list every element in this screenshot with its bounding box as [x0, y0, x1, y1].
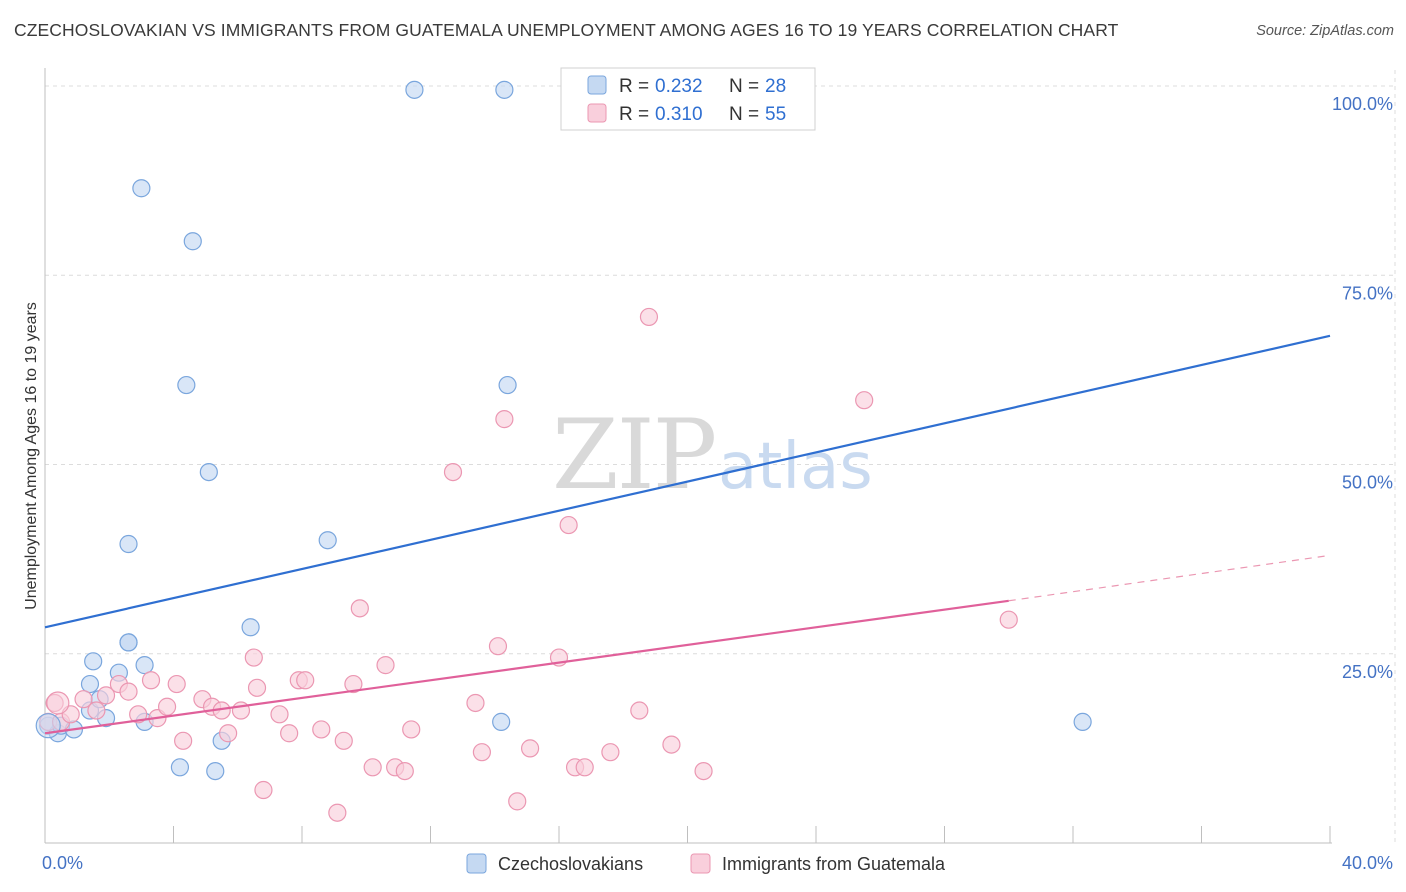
point-guatemala	[96, 686, 116, 705]
point-czechoslovakians	[199, 462, 218, 482]
y-tick-label: 25.0%	[1342, 662, 1393, 682]
point-guatemala-large	[46, 691, 70, 715]
trend-lines	[44, 334, 1331, 735]
point-guatemala	[280, 724, 299, 743]
point-czechoslovakians	[84, 652, 103, 671]
point-guatemala	[520, 739, 540, 758]
point-czechoslovakians	[135, 656, 154, 675]
watermark-zip: ZIP	[552, 399, 715, 511]
point-guatemala	[376, 656, 395, 675]
point-guatemala	[443, 462, 463, 482]
point-guatemala	[601, 743, 620, 762]
trend-line-guatemala-extension	[1008, 554, 1331, 602]
point-czechoslovakians	[405, 80, 424, 99]
point-guatemala	[855, 391, 874, 410]
chart-title: CZECHOSLOVAKIAN VS IMMIGRANTS FROM GUATE…	[14, 20, 1119, 40]
series-legend-swatch-czechoslovakians	[466, 853, 487, 874]
point-guatemala	[334, 731, 353, 750]
legend-n-value: 28	[765, 76, 786, 97]
series-legend: Czechoslovakians Immigrants from Guatema…	[466, 853, 946, 874]
legend-r-value: 0.310	[655, 104, 703, 125]
watermark: ZIP atlas	[552, 399, 873, 511]
point-guatemala	[174, 731, 193, 750]
point-guatemala	[466, 693, 485, 713]
x-tick-labels: 0.0% 40.0%	[42, 853, 1393, 873]
point-guatemala	[87, 701, 106, 720]
point-czechoslovakians	[498, 375, 517, 395]
y-tick-label: 75.0%	[1342, 283, 1393, 303]
point-guatemala	[472, 743, 491, 762]
point-czechoslovakians	[492, 712, 511, 731]
point-guatemala	[402, 720, 421, 739]
source-label: Source: ZipAtlas.com	[1256, 23, 1394, 39]
point-czechoslovakians	[177, 375, 196, 395]
point-czechoslovakians-large	[35, 713, 61, 739]
point-guatemala	[662, 735, 681, 754]
legend-n-label: N =	[729, 76, 759, 97]
point-czechoslovakians	[183, 232, 202, 251]
point-guatemala	[219, 724, 238, 743]
watermark-atlas: atlas	[718, 430, 873, 504]
point-czechoslovakians	[1073, 712, 1092, 731]
point-czechoslovakians	[495, 80, 514, 99]
legend-swatch-guatemala	[587, 103, 607, 123]
x-tick-label: 40.0%	[1342, 853, 1393, 873]
point-guatemala	[254, 780, 273, 800]
legend-r-label: R =	[619, 104, 649, 125]
point-czechoslovakians	[206, 761, 225, 781]
point-czechoslovakians	[318, 531, 337, 550]
point-guatemala	[296, 671, 315, 690]
y-tick-label: 100.0%	[1332, 94, 1393, 114]
series-legend-guatemala: Immigrants from Guatemala	[722, 854, 946, 874]
point-guatemala	[312, 720, 331, 739]
series-legend-czechoslovakians: Czechoslovakians	[498, 854, 643, 874]
point-guatemala	[630, 701, 649, 720]
point-guatemala	[129, 705, 148, 724]
point-czechoslovakians	[119, 534, 138, 554]
correlation-legend: R = 0.232 N = 28 R = 0.310 N = 55	[560, 67, 816, 131]
point-guatemala	[119, 682, 138, 701]
point-guatemala	[247, 678, 267, 697]
point-guatemala	[244, 648, 263, 667]
point-guatemala	[495, 410, 514, 429]
point-guatemala	[639, 307, 659, 327]
point-guatemala	[344, 674, 363, 694]
point-guatemala	[167, 674, 186, 694]
y-axis-title: Unemployment Among Ages 16 to 19 years	[23, 302, 40, 610]
legend-r-value: 0.232	[655, 76, 703, 97]
point-guatemala	[508, 792, 527, 811]
point-czechoslovakians	[119, 633, 138, 652]
point-guatemala	[999, 610, 1018, 629]
point-guatemala	[74, 690, 93, 709]
point-guatemala	[141, 671, 161, 690]
point-guatemala	[488, 637, 508, 656]
point-guatemala	[694, 761, 713, 781]
series-legend-swatch-guatemala	[690, 853, 711, 874]
point-guatemala	[328, 803, 347, 822]
point-guatemala	[350, 599, 369, 618]
point-czechoslovakians	[241, 618, 260, 637]
legend-r-label: R =	[619, 76, 649, 97]
trend-line-czechoslovakians	[44, 334, 1331, 629]
y-tick-label: 50.0%	[1342, 473, 1393, 493]
legend-n-value: 55	[765, 104, 786, 125]
data-points	[35, 80, 1092, 822]
point-guatemala	[559, 515, 578, 535]
point-guatemala	[157, 697, 177, 716]
point-czechoslovakians	[170, 758, 190, 777]
point-czechoslovakians	[80, 674, 100, 694]
point-guatemala	[575, 758, 594, 777]
trend-line-guatemala	[44, 599, 1009, 735]
legend-swatch-czechoslovakians	[587, 75, 607, 95]
y-tick-labels: 25.0% 50.0% 75.0% 100.0%	[1332, 94, 1393, 682]
point-guatemala	[395, 761, 414, 781]
point-czechoslovakians	[132, 179, 151, 198]
point-guatemala	[363, 758, 382, 777]
point-guatemala	[270, 705, 289, 724]
legend-n-label: N =	[729, 104, 759, 125]
x-tick-label: 0.0%	[42, 853, 83, 873]
